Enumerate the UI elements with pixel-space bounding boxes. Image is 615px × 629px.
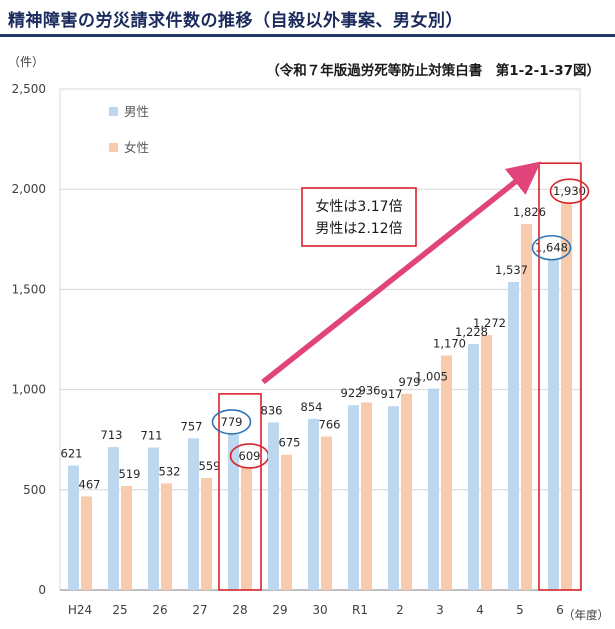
data-label-female: 467: [79, 477, 101, 491]
highlight-box: [538, 162, 582, 591]
data-label-female: 979: [399, 375, 421, 389]
x-tick-label: 2: [396, 603, 404, 617]
y-axis-unit: （件）: [8, 55, 44, 69]
data-label-female: 1,930: [553, 184, 586, 198]
bar-male: [548, 259, 559, 590]
data-label-female: 559: [199, 459, 221, 473]
bar-male: [148, 447, 159, 590]
x-tick-label: 3: [436, 603, 444, 617]
annotation-box: [301, 187, 417, 247]
bar-male: [308, 418, 319, 590]
title-underline: [0, 34, 615, 37]
y-tick-label: 500: [23, 483, 46, 497]
page-title: 精神障害の労災請求件数の推移（自殺以外事案、男女別）: [8, 11, 463, 31]
data-label-female: 936: [359, 383, 381, 397]
data-label-male: 757: [181, 419, 203, 433]
bar-female: [521, 224, 532, 591]
bar-female: [481, 335, 492, 590]
data-label-male: 713: [101, 428, 123, 442]
data-label-female: 609: [239, 449, 261, 463]
bar-male: [108, 447, 119, 590]
bar-male: [228, 433, 239, 590]
data-label-male: 1,005: [415, 370, 448, 384]
data-label-male: 854: [301, 400, 323, 414]
data-label-male: 711: [141, 429, 163, 443]
bar-male: [468, 343, 479, 590]
bar-male: [188, 438, 199, 590]
x-tick-label: 28: [232, 603, 247, 617]
data-label-female: 532: [159, 464, 181, 478]
chart-source-caption: （令和７年版過労死等防止対策白書 第1-2-1-37図）: [266, 62, 600, 79]
legend-label: 女性: [124, 140, 149, 155]
x-tick-label: 4: [476, 603, 484, 617]
bar-female: [441, 355, 452, 590]
data-label-female: 675: [279, 436, 301, 450]
highlight-box: [218, 393, 262, 591]
x-tick-label: H24: [68, 603, 92, 617]
data-label-male: 922: [341, 386, 363, 400]
data-label-female: 1,826: [513, 205, 546, 219]
data-label-female: 519: [119, 467, 141, 481]
data-label-male: 917: [381, 387, 403, 401]
bar-female: [241, 467, 252, 590]
bar-female: [401, 393, 412, 590]
data-label-male: 836: [261, 403, 283, 417]
bar-female: [81, 496, 92, 590]
y-tick-label: 0: [38, 583, 46, 597]
x-tick-label: 25: [112, 603, 127, 617]
male-value-circle: [531, 234, 572, 261]
legend-swatch: [109, 143, 118, 152]
data-label-female: 1,170: [433, 337, 466, 351]
x-tick-label: 30: [312, 603, 327, 617]
annotation-text: 男性は2.12倍: [315, 221, 402, 237]
x-tick-label: 5: [516, 603, 524, 617]
bar-female: [361, 402, 372, 590]
legend-label: 男性: [124, 104, 149, 119]
bar-male: [508, 281, 519, 590]
bar-female: [561, 203, 572, 590]
bar-male: [268, 422, 279, 590]
data-label-male: 1,228: [455, 325, 488, 339]
x-tick-label: 27: [192, 603, 207, 617]
bar-female: [121, 485, 132, 590]
growth-arrow: [261, 161, 542, 385]
bar-male: [428, 388, 439, 590]
annotation-text: 女性は3.17倍: [315, 198, 402, 215]
plot-area: 0 500 1,000 1,500 2,000 2,500 621 467 H24 713 519 2…: [12, 82, 590, 617]
x-tick-label: 26: [152, 603, 167, 617]
bar-female: [161, 483, 172, 590]
x-tick-label: R1: [352, 603, 368, 617]
y-tick-label: 2,000: [12, 182, 46, 196]
x-tick-label: 6: [556, 603, 564, 617]
y-tick-label: 2,500: [12, 82, 46, 96]
y-tick-label: 1,000: [12, 383, 46, 397]
x-tick-label: 29: [272, 603, 287, 617]
bar-male: [68, 465, 79, 590]
bar-female: [281, 454, 292, 590]
female-value-circle: [549, 178, 590, 205]
bar-female: [321, 436, 332, 590]
male-value-circle: [211, 409, 252, 435]
bar-female: [201, 477, 212, 590]
legend-swatch: [109, 107, 118, 116]
data-label-female: 766: [319, 417, 341, 431]
data-label-female: 1,272: [473, 316, 506, 330]
bar-male: [388, 406, 399, 590]
x-axis-unit: （年度）: [563, 608, 609, 622]
data-label-male: 779: [221, 415, 243, 429]
bar-male: [348, 405, 359, 590]
y-tick-label: 1,500: [12, 282, 46, 296]
data-label-male: 621: [61, 447, 83, 461]
data-label-male: 1,537: [495, 263, 528, 277]
data-label-male: 1,648: [535, 241, 568, 255]
